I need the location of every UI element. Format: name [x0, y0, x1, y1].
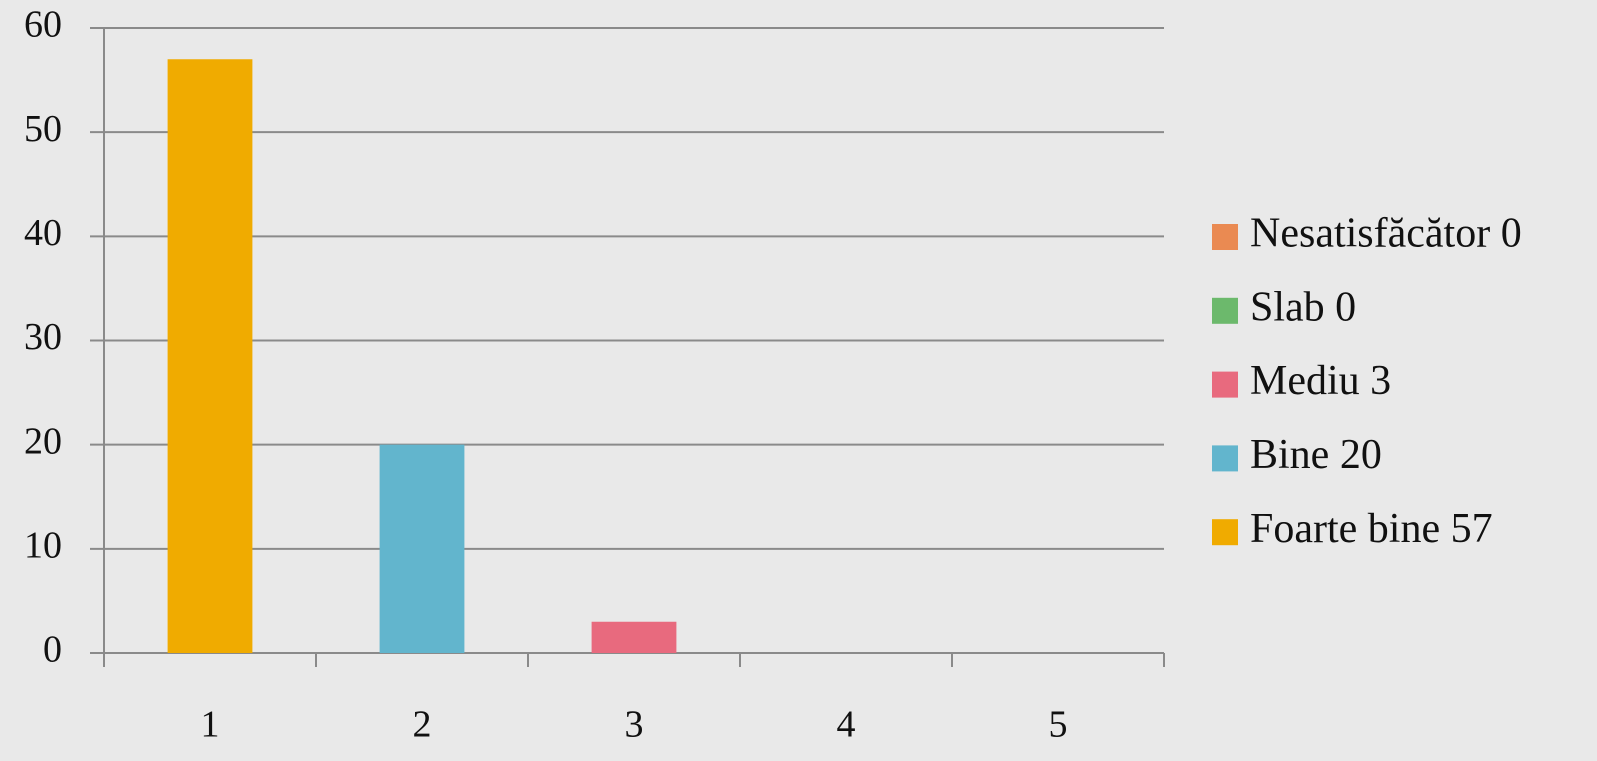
legend-label: Mediu 3: [1250, 358, 1391, 404]
y-tick-label: 10: [24, 525, 62, 567]
x-tick-label: 2: [413, 704, 432, 746]
bar: [379, 444, 465, 653]
y-tick-label: 30: [24, 316, 62, 358]
legend-label: Bine 20: [1250, 432, 1382, 478]
legend-label: Foarte bine 57: [1250, 506, 1493, 552]
y-tick-label: 60: [24, 4, 62, 46]
y-tick-label: 50: [24, 108, 62, 150]
x-tick-label: 4: [837, 704, 856, 746]
legend-swatch: [1212, 224, 1238, 250]
x-tick-label: 3: [625, 704, 644, 746]
y-tick-label: 20: [24, 420, 62, 462]
x-tick-label: 1: [201, 704, 220, 746]
legend-swatch: [1212, 371, 1238, 398]
legend-swatch: [1212, 519, 1238, 546]
legend-swatch: [1212, 297, 1238, 324]
legend-swatch: [1212, 445, 1238, 472]
legend-label: Slab 0: [1250, 284, 1356, 330]
x-tick-label: 5: [1049, 704, 1068, 746]
y-tick-label: 0: [43, 629, 62, 671]
bar: [591, 621, 677, 653]
y-tick-label: 40: [24, 212, 62, 254]
legend-label: Nesatisfăcător 0: [1250, 211, 1522, 257]
bar: [167, 59, 253, 653]
